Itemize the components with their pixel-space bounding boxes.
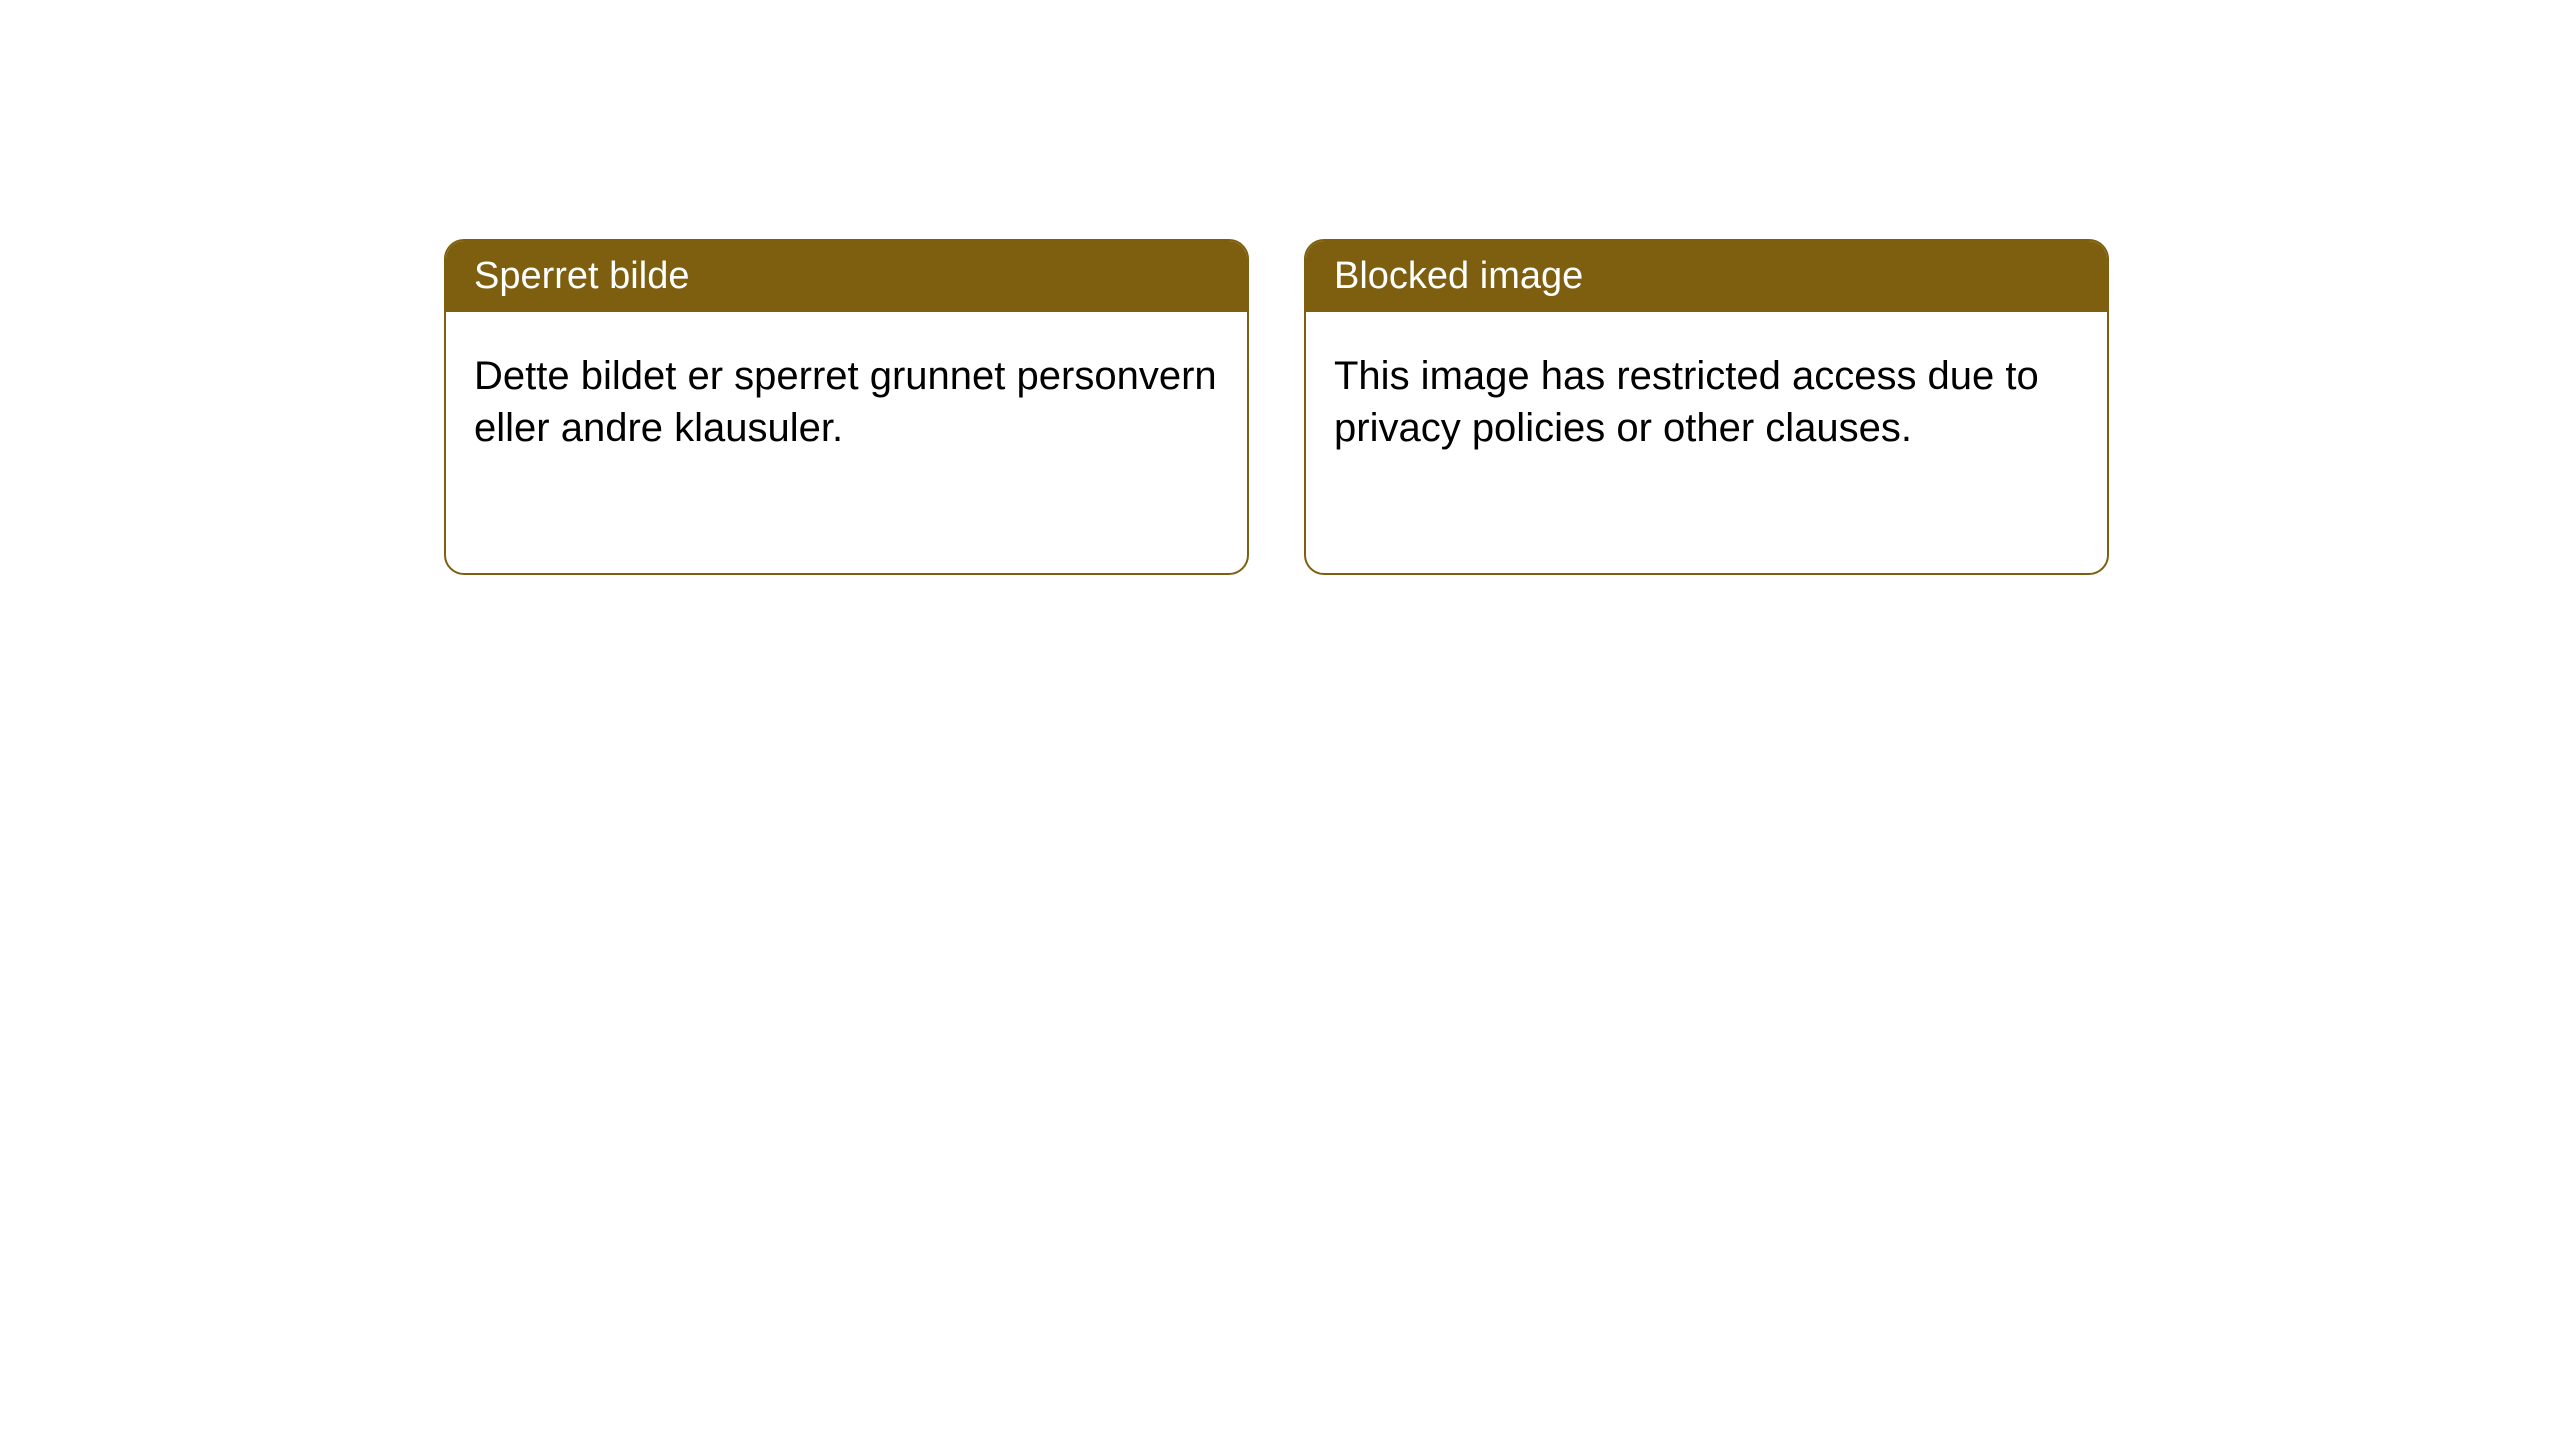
card-message: This image has restricted access due to … [1334,354,2039,450]
card-header-norwegian: Sperret bilde [446,241,1247,312]
card-header-english: Blocked image [1306,241,2107,312]
card-title: Sperret bilde [474,255,689,297]
notice-card-english: Blocked image This image has restricted … [1304,239,2109,575]
card-message: Dette bildet er sperret grunnet personve… [474,354,1217,450]
card-title: Blocked image [1334,255,1583,297]
notice-card-norwegian: Sperret bilde Dette bildet er sperret gr… [444,239,1249,575]
card-body-norwegian: Dette bildet er sperret grunnet personve… [446,312,1247,492]
notice-container: Sperret bilde Dette bildet er sperret gr… [444,239,2109,575]
card-body-english: This image has restricted access due to … [1306,312,2107,492]
